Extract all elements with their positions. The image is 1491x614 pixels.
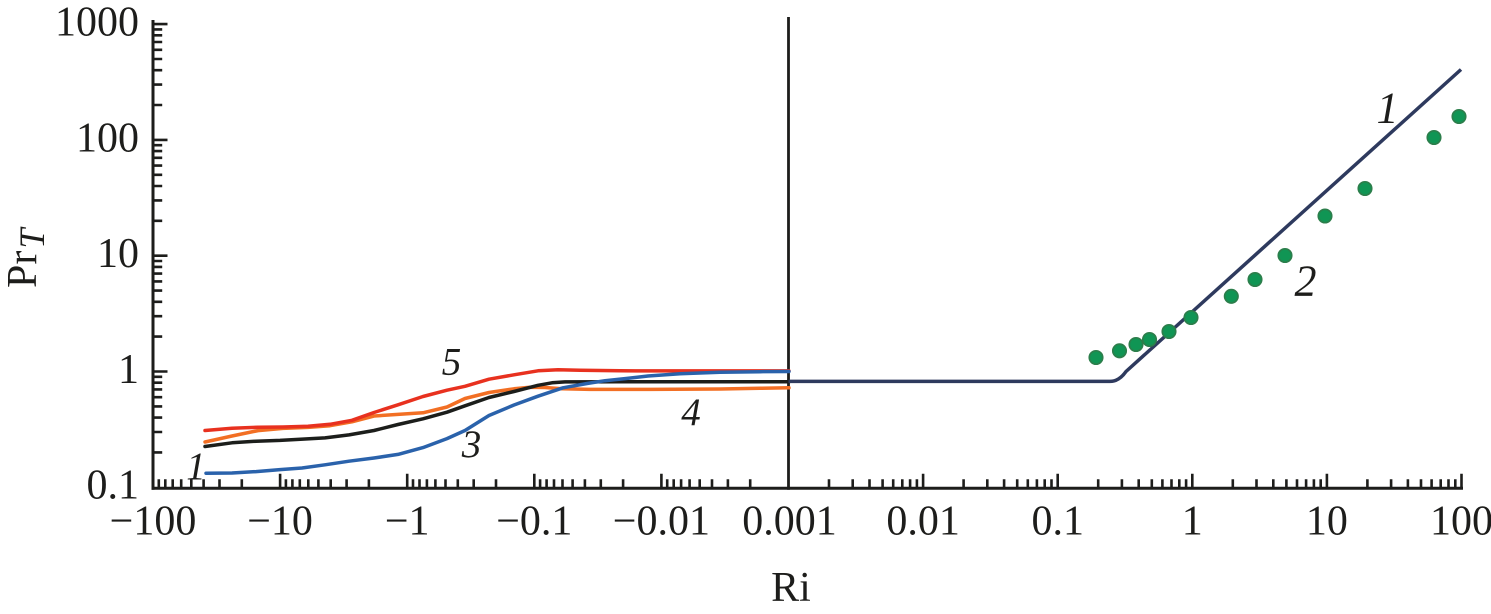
svg-text:−0.01: −0.01 xyxy=(613,499,710,545)
svg-text:2: 2 xyxy=(1295,257,1317,306)
svg-text:1: 1 xyxy=(118,347,139,393)
svg-text:0.01: 0.01 xyxy=(886,499,960,545)
svg-text:−100: −100 xyxy=(110,499,197,545)
svg-text:100: 100 xyxy=(76,115,139,161)
svg-text:3: 3 xyxy=(461,423,482,466)
svg-text:4: 4 xyxy=(681,391,701,434)
svg-text:10: 10 xyxy=(1306,499,1348,545)
svg-text:1: 1 xyxy=(1182,499,1203,545)
svg-text:Ri: Ri xyxy=(771,565,811,611)
svg-text:1: 1 xyxy=(1377,84,1399,133)
svg-text:1: 1 xyxy=(186,445,206,488)
svg-text:−0.1: −0.1 xyxy=(496,499,572,545)
svg-text:PrT: PrT xyxy=(0,226,52,288)
svg-text:0.1: 0.1 xyxy=(87,463,140,509)
svg-text:0.001: 0.001 xyxy=(742,499,837,545)
svg-text:100: 100 xyxy=(1430,499,1491,545)
svg-text:−1: −1 xyxy=(385,499,430,545)
svg-text:10: 10 xyxy=(97,231,139,277)
svg-text:1000: 1000 xyxy=(55,0,139,46)
svg-text:0.1: 0.1 xyxy=(1031,499,1084,545)
svg-text:5: 5 xyxy=(442,341,462,384)
svg-text:−10: −10 xyxy=(247,499,313,545)
